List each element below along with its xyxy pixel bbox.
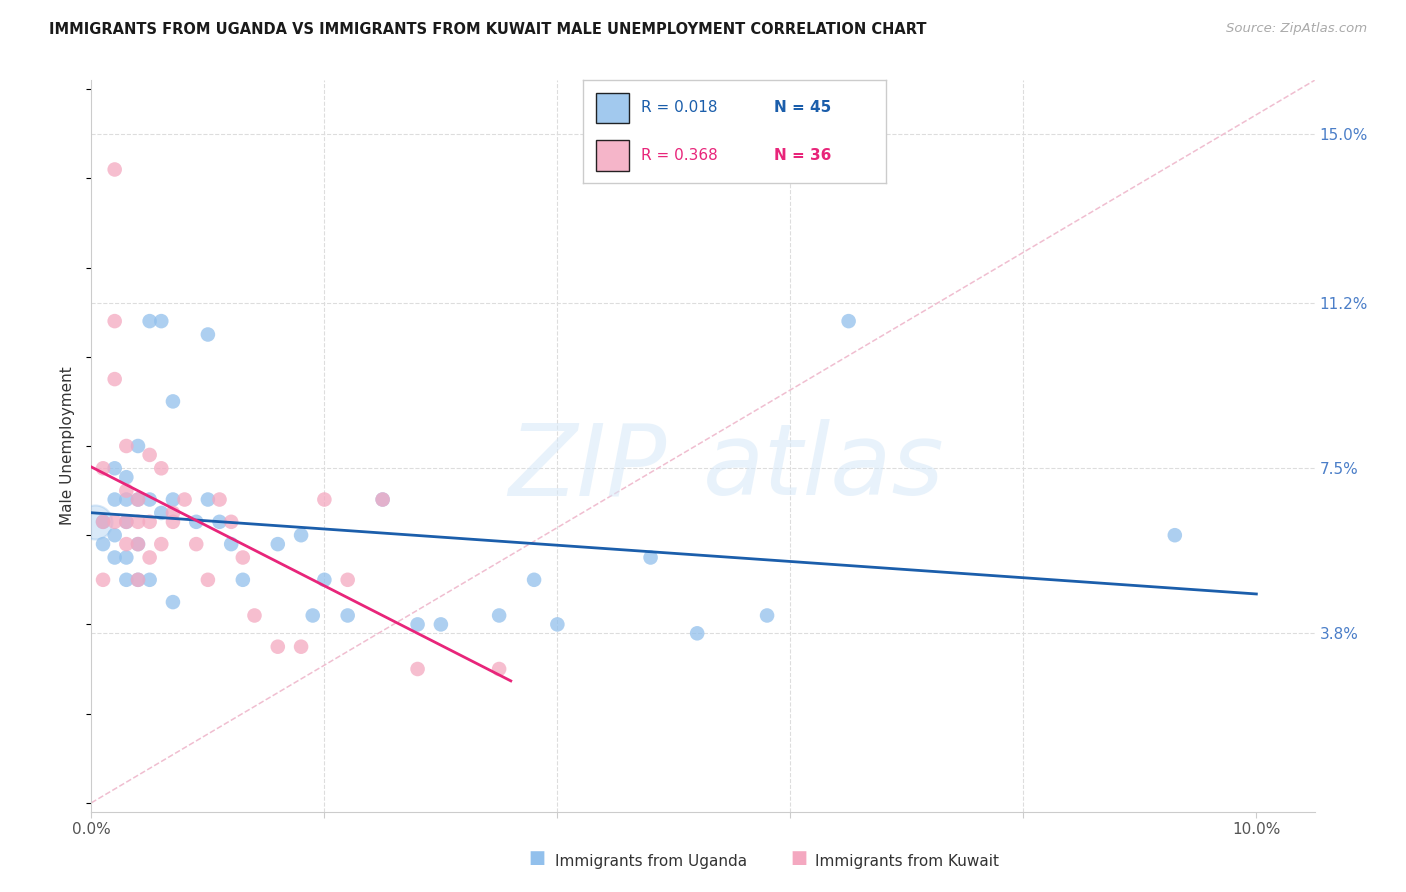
Point xyxy=(488,662,510,676)
Point xyxy=(104,372,127,386)
Point xyxy=(91,573,114,587)
Text: IMMIGRANTS FROM UGANDA VS IMMIGRANTS FROM KUWAIT MALE UNEMPLOYMENT CORRELATION C: IMMIGRANTS FROM UGANDA VS IMMIGRANTS FRO… xyxy=(49,22,927,37)
Point xyxy=(243,608,266,623)
Point xyxy=(232,573,254,587)
Point xyxy=(686,626,709,640)
Point xyxy=(115,550,138,565)
Point xyxy=(162,515,184,529)
Point xyxy=(115,439,138,453)
Point xyxy=(197,573,219,587)
Point xyxy=(406,662,429,676)
Point xyxy=(127,573,149,587)
Point xyxy=(1164,528,1187,542)
Point xyxy=(138,492,160,507)
Point xyxy=(127,573,149,587)
Point xyxy=(138,448,160,462)
Text: Immigrants from Kuwait: Immigrants from Kuwait xyxy=(815,854,1000,869)
Point xyxy=(138,573,160,587)
Point xyxy=(290,640,312,654)
Text: atlas: atlas xyxy=(703,419,945,516)
Text: ■: ■ xyxy=(529,849,546,867)
Point xyxy=(267,640,290,654)
Point xyxy=(138,515,160,529)
Point xyxy=(104,314,127,328)
Point xyxy=(208,492,231,507)
Text: N = 36: N = 36 xyxy=(773,148,831,162)
Point xyxy=(640,550,662,565)
Point xyxy=(127,439,149,453)
Point xyxy=(267,537,290,551)
Point xyxy=(150,537,173,551)
Point xyxy=(756,608,779,623)
Point xyxy=(104,492,127,507)
Point xyxy=(371,492,394,507)
Text: ZIP: ZIP xyxy=(508,419,666,516)
Text: R = 0.368: R = 0.368 xyxy=(641,148,717,162)
Point xyxy=(186,515,208,529)
Point xyxy=(150,506,173,520)
Point xyxy=(150,314,173,328)
Point xyxy=(104,461,127,475)
Point xyxy=(488,608,510,623)
Point xyxy=(91,515,114,529)
Point xyxy=(173,492,195,507)
Point xyxy=(104,515,127,529)
Point xyxy=(336,608,359,623)
Point xyxy=(127,537,149,551)
Point xyxy=(104,162,127,177)
Point xyxy=(83,515,105,529)
Point xyxy=(127,537,149,551)
Point xyxy=(162,492,184,507)
FancyBboxPatch shape xyxy=(596,93,628,123)
Point xyxy=(150,461,173,475)
Point xyxy=(138,314,160,328)
Point xyxy=(91,515,114,529)
Point xyxy=(162,506,184,520)
Y-axis label: Male Unemployment: Male Unemployment xyxy=(60,367,76,525)
Point xyxy=(290,528,312,542)
Text: Immigrants from Uganda: Immigrants from Uganda xyxy=(555,854,748,869)
Text: Source: ZipAtlas.com: Source: ZipAtlas.com xyxy=(1226,22,1367,36)
Point xyxy=(314,492,336,507)
Point xyxy=(115,515,138,529)
Point xyxy=(336,573,359,587)
Point xyxy=(546,617,568,632)
Text: ■: ■ xyxy=(790,849,807,867)
Point xyxy=(301,608,323,623)
Point xyxy=(115,483,138,498)
Point xyxy=(186,537,208,551)
Point xyxy=(219,537,242,551)
Point xyxy=(115,573,138,587)
Text: N = 45: N = 45 xyxy=(773,101,831,115)
Point xyxy=(314,573,336,587)
Point xyxy=(162,394,184,409)
Point xyxy=(138,550,160,565)
Point xyxy=(219,515,242,529)
Point xyxy=(115,492,138,507)
Point xyxy=(232,550,254,565)
Point xyxy=(208,515,231,529)
Point xyxy=(430,617,453,632)
Point xyxy=(523,573,546,587)
Point xyxy=(127,492,149,507)
Point xyxy=(127,492,149,507)
Point xyxy=(91,461,114,475)
Point xyxy=(197,492,219,507)
Point xyxy=(115,470,138,484)
FancyBboxPatch shape xyxy=(596,140,628,170)
Point xyxy=(104,550,127,565)
Point xyxy=(838,314,860,328)
Point xyxy=(406,617,429,632)
Point xyxy=(197,327,219,342)
Text: R = 0.018: R = 0.018 xyxy=(641,101,717,115)
Point xyxy=(162,595,184,609)
Point xyxy=(115,515,138,529)
Point xyxy=(91,537,114,551)
Point xyxy=(115,537,138,551)
Point xyxy=(371,492,394,507)
Point xyxy=(127,515,149,529)
Point xyxy=(104,528,127,542)
